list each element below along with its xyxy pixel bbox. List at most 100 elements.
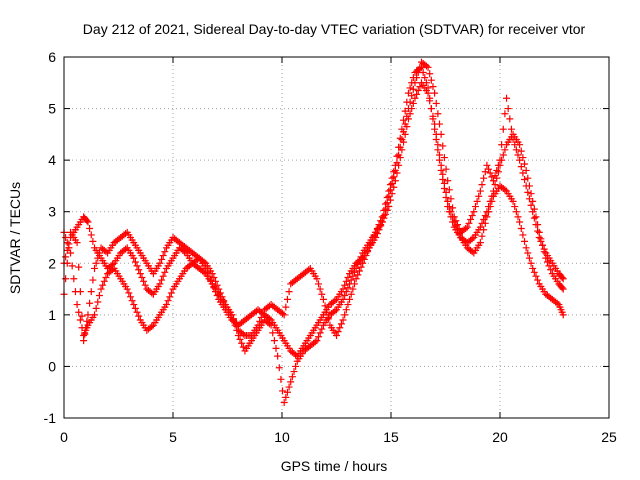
- data-point: [349, 272, 357, 280]
- data-point: [166, 293, 174, 301]
- data-point: [534, 227, 542, 235]
- data-point: [87, 288, 95, 296]
- y-tick-label: 5: [48, 101, 56, 117]
- data-point: [73, 239, 81, 247]
- data-point: [239, 343, 247, 351]
- data-point: [288, 373, 296, 381]
- grid-lines: [64, 57, 609, 418]
- data-point: [128, 297, 136, 305]
- data-point: [400, 116, 408, 124]
- data-point: [270, 337, 278, 345]
- data-point: [481, 212, 489, 220]
- data-point: [92, 259, 100, 267]
- data-point: [67, 249, 75, 257]
- data-point: [390, 173, 398, 181]
- data-point: [527, 259, 535, 267]
- data-point: [517, 224, 525, 232]
- data-point: [158, 255, 166, 263]
- data-point: [559, 285, 567, 293]
- data-point: [426, 97, 434, 105]
- data-point: [547, 266, 555, 274]
- y-tick-label: 3: [48, 204, 56, 220]
- data-point: [349, 285, 357, 293]
- data-point: [473, 197, 481, 205]
- y-tick-label: 4: [48, 152, 56, 168]
- data-point: [486, 203, 494, 211]
- data-point: [265, 320, 273, 328]
- data-point: [238, 339, 246, 347]
- x-tick-label: 15: [383, 429, 399, 445]
- data-point: [437, 161, 445, 169]
- data-point: [167, 289, 175, 297]
- data-point: [521, 237, 529, 245]
- x-tick-label: 20: [492, 429, 508, 445]
- data-point: [463, 223, 471, 231]
- data-point: [521, 175, 529, 183]
- data-point: [532, 272, 540, 280]
- data-point: [488, 197, 496, 205]
- data-point: [83, 217, 91, 225]
- data-point: [135, 312, 143, 320]
- data-point: [496, 156, 504, 164]
- data-point: [449, 204, 457, 212]
- data-point: [316, 285, 324, 293]
- data-point: [331, 297, 339, 305]
- data-point: [467, 215, 475, 223]
- data-point: [62, 253, 70, 261]
- data-point: [162, 301, 170, 309]
- data-point: [539, 241, 547, 249]
- data-point: [280, 311, 288, 319]
- data-point: [352, 264, 360, 272]
- data-point: [203, 268, 211, 276]
- data-point: [411, 79, 419, 87]
- data-point: [530, 214, 538, 222]
- x-tick-label: 0: [60, 429, 68, 445]
- data-point: [364, 248, 372, 256]
- data-point: [131, 258, 139, 266]
- data-point: [130, 254, 138, 262]
- data-point: [534, 276, 542, 284]
- data-point: [465, 219, 473, 227]
- data-point: [522, 182, 530, 190]
- data-point: [480, 226, 488, 234]
- data-point: [148, 289, 156, 297]
- y-tick-label: 6: [48, 49, 56, 65]
- data-point: [455, 230, 463, 238]
- data-point: [530, 268, 538, 276]
- data-point: [501, 186, 509, 194]
- data-point: [133, 308, 141, 316]
- data-point: [315, 280, 323, 288]
- data-point: [97, 285, 105, 293]
- data-point: [339, 316, 347, 324]
- data-point: [393, 169, 401, 177]
- data-point: [161, 268, 169, 276]
- data-point: [429, 83, 437, 91]
- data-point: [285, 383, 293, 391]
- data-point: [161, 248, 169, 256]
- data-point: [339, 295, 347, 303]
- data-point: [344, 301, 352, 309]
- data-point: [471, 203, 479, 211]
- data-point: [516, 218, 524, 226]
- data-point: [480, 174, 488, 182]
- data-point: [125, 289, 133, 297]
- data-point: [524, 174, 532, 182]
- data-point: [519, 169, 527, 177]
- data-point: [75, 263, 83, 271]
- data-point: [156, 259, 164, 267]
- data-point: [449, 213, 457, 221]
- data-point: [485, 165, 493, 173]
- data-point: [499, 151, 507, 159]
- data-point: [416, 63, 424, 71]
- data-point: [408, 105, 416, 113]
- data-point: [478, 181, 486, 189]
- data-point: [427, 76, 435, 84]
- data-point: [333, 331, 340, 339]
- data-point: [133, 262, 141, 270]
- data-point: [73, 301, 81, 309]
- data-point: [532, 221, 540, 229]
- data-point: [89, 237, 97, 245]
- data-point: [287, 378, 295, 386]
- data-point: [383, 206, 391, 214]
- data-point: [233, 326, 241, 334]
